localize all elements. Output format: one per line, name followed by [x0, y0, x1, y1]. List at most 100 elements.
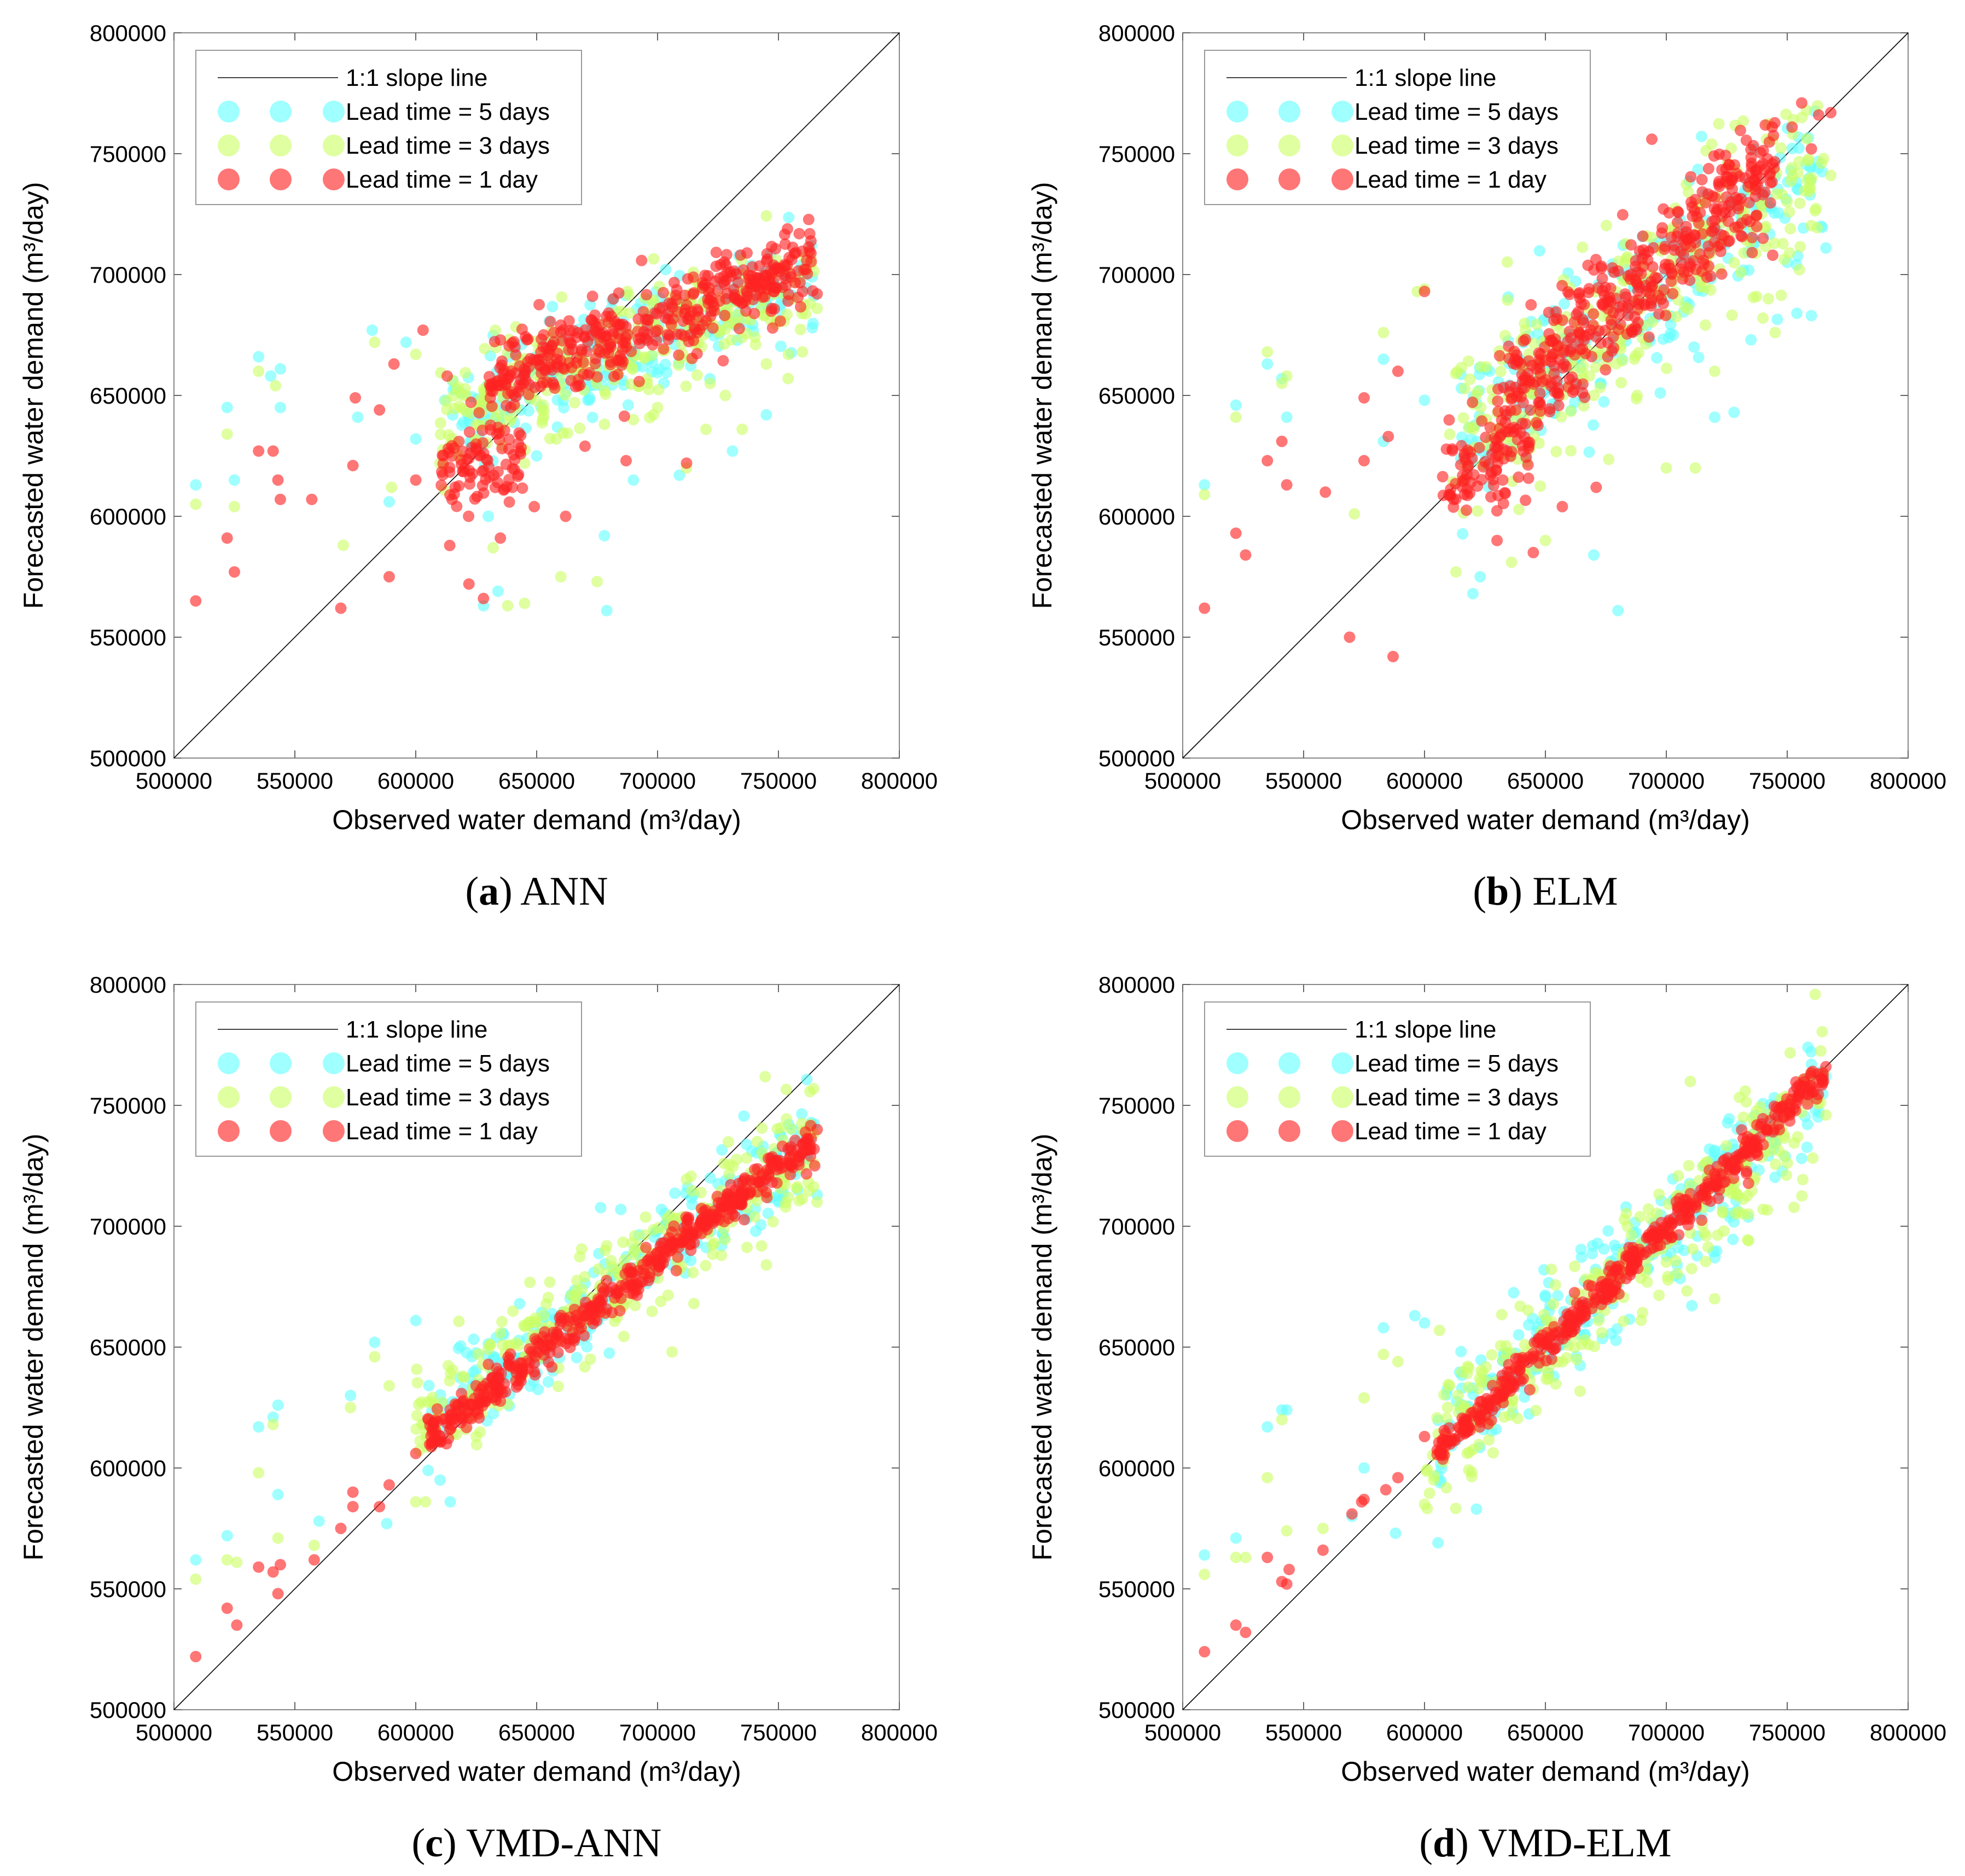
data-point — [765, 305, 777, 317]
data-point — [1230, 399, 1242, 411]
data-point — [618, 1330, 630, 1342]
data-point — [560, 510, 572, 522]
data-point — [1583, 446, 1595, 458]
data-point — [680, 1211, 692, 1223]
data-point — [775, 340, 787, 352]
data-point — [615, 1203, 627, 1215]
data-point — [626, 1237, 638, 1249]
y-tick-label: 650000 — [90, 1335, 166, 1360]
y-tick-label: 550000 — [1098, 1576, 1175, 1602]
data-point — [782, 1143, 794, 1155]
data-point — [431, 1415, 443, 1428]
data-point — [1452, 1389, 1464, 1401]
data-point — [1757, 144, 1769, 156]
data-point — [1672, 206, 1684, 218]
data-point — [1569, 1260, 1580, 1272]
data-point — [1556, 314, 1568, 326]
legend-label: Lead time = 3 days — [1354, 1084, 1559, 1111]
y-axis-title: Forecasted water demand (m³/day) — [18, 1134, 49, 1561]
data-point — [1637, 1248, 1649, 1260]
data-point — [449, 481, 461, 493]
data-point — [1713, 178, 1725, 190]
data-point — [536, 404, 548, 416]
data-point — [1657, 333, 1669, 345]
data-point — [1513, 471, 1525, 483]
data-point — [1240, 1552, 1252, 1563]
data-point — [1699, 319, 1711, 331]
data-point — [1549, 1279, 1561, 1291]
data-point — [542, 1291, 554, 1303]
data-point — [681, 1173, 693, 1185]
data-point — [552, 1347, 564, 1359]
data-point — [600, 330, 612, 342]
data-point — [1708, 365, 1720, 377]
data-point — [1744, 215, 1756, 228]
data-point — [673, 349, 685, 361]
data-point — [601, 604, 613, 616]
data-point — [476, 480, 489, 492]
data-point — [699, 270, 711, 281]
data-point — [719, 310, 731, 322]
y-tick-label: 600000 — [1098, 504, 1175, 529]
data-point — [782, 295, 794, 307]
data-point — [1805, 1070, 1817, 1082]
data-point — [1443, 414, 1455, 426]
data-point — [381, 1518, 393, 1530]
data-point — [710, 247, 722, 258]
data-point — [668, 1220, 680, 1232]
data-point — [1667, 329, 1679, 341]
caption-letter: c — [425, 1821, 443, 1866]
data-point — [1520, 324, 1531, 336]
legend-marker — [323, 1052, 345, 1074]
x-axis-title: Observed water demand (m³/day) — [1341, 805, 1750, 835]
legend-label: 1:1 slope line — [346, 65, 487, 91]
data-point — [1588, 308, 1600, 320]
data-point — [1509, 381, 1521, 393]
data-point — [1569, 1323, 1581, 1335]
data-point — [1261, 358, 1274, 370]
data-point — [1618, 1214, 1630, 1226]
legend-marker — [1226, 135, 1248, 156]
data-point — [573, 1323, 585, 1335]
data-point — [1544, 403, 1556, 415]
legend-marker — [323, 168, 345, 190]
data-point — [589, 358, 601, 370]
series-lead1 — [1199, 1061, 1832, 1658]
chart-panel-d: 500000 550000 600000 650000 700000 750000 8000… — [1027, 972, 1946, 1866]
data-point — [1766, 121, 1778, 133]
data-point — [524, 353, 536, 365]
data-point — [592, 343, 604, 356]
series-lead1 — [1199, 97, 1837, 662]
data-point — [1390, 1527, 1402, 1539]
series-lead1 — [190, 213, 823, 614]
data-point — [598, 418, 611, 430]
legend-box — [1204, 50, 1591, 205]
data-point — [1590, 481, 1602, 493]
data-point — [306, 493, 318, 505]
legend-marker — [323, 1120, 345, 1142]
data-point — [472, 1348, 484, 1360]
data-point — [1684, 260, 1696, 272]
data-point — [1620, 291, 1632, 303]
data-point — [1433, 1324, 1445, 1336]
data-point — [1769, 1172, 1781, 1183]
y-tick-label: 600000 — [90, 1455, 166, 1481]
data-point — [1682, 233, 1694, 245]
data-point — [435, 1436, 447, 1447]
data-point — [1635, 1314, 1647, 1326]
x-tick-label: 500000 — [1144, 1720, 1221, 1745]
data-point — [771, 263, 783, 275]
data-point — [617, 1236, 629, 1248]
data-point — [1702, 162, 1714, 174]
data-point — [586, 411, 598, 423]
legend-marker — [218, 1086, 240, 1108]
data-point — [473, 407, 485, 419]
data-point — [1261, 455, 1274, 467]
caption-paren-close: ) — [499, 869, 520, 914]
data-point — [1461, 504, 1473, 516]
data-point — [1728, 257, 1740, 269]
data-point — [1729, 222, 1741, 234]
data-point — [1721, 1157, 1733, 1169]
data-point — [1522, 1304, 1534, 1316]
